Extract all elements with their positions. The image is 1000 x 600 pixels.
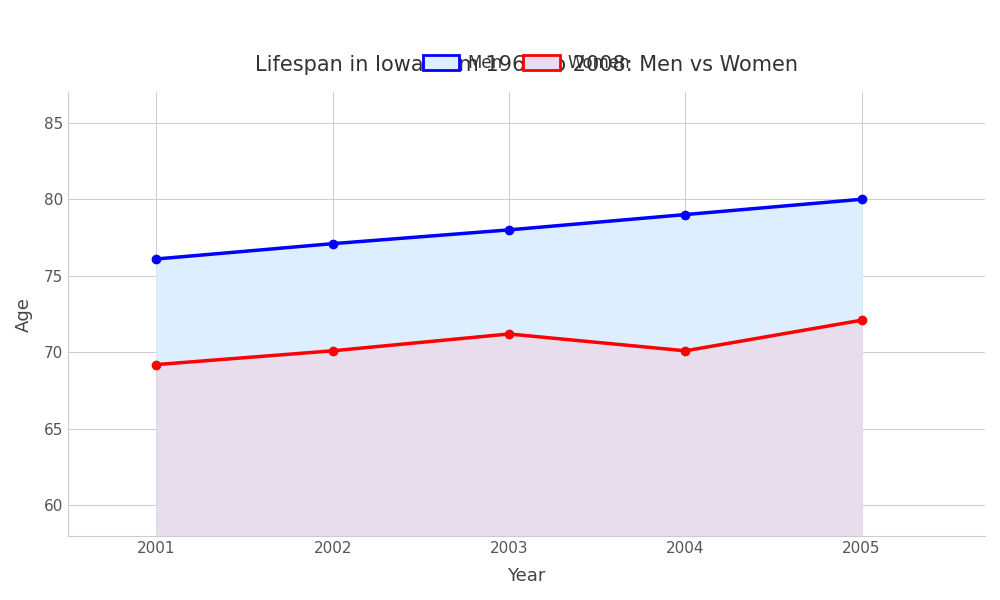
Men <box>856 196 868 203</box>
X-axis label: Year: Year <box>507 567 546 585</box>
Title: Lifespan in Iowa from 1964 to 2008: Men vs Women: Lifespan in Iowa from 1964 to 2008: Men … <box>255 55 798 75</box>
Line: Women: Women <box>152 316 866 369</box>
Women <box>150 361 162 368</box>
Men <box>679 211 691 218</box>
Men <box>503 226 515 233</box>
Y-axis label: Age: Age <box>15 296 33 332</box>
Men <box>327 240 339 247</box>
Line: Men: Men <box>152 195 866 263</box>
Men <box>150 256 162 263</box>
Women <box>679 347 691 355</box>
Legend: Men, Women: Men, Women <box>416 47 637 79</box>
Women <box>856 317 868 324</box>
Women <box>503 331 515 338</box>
Women <box>327 347 339 355</box>
